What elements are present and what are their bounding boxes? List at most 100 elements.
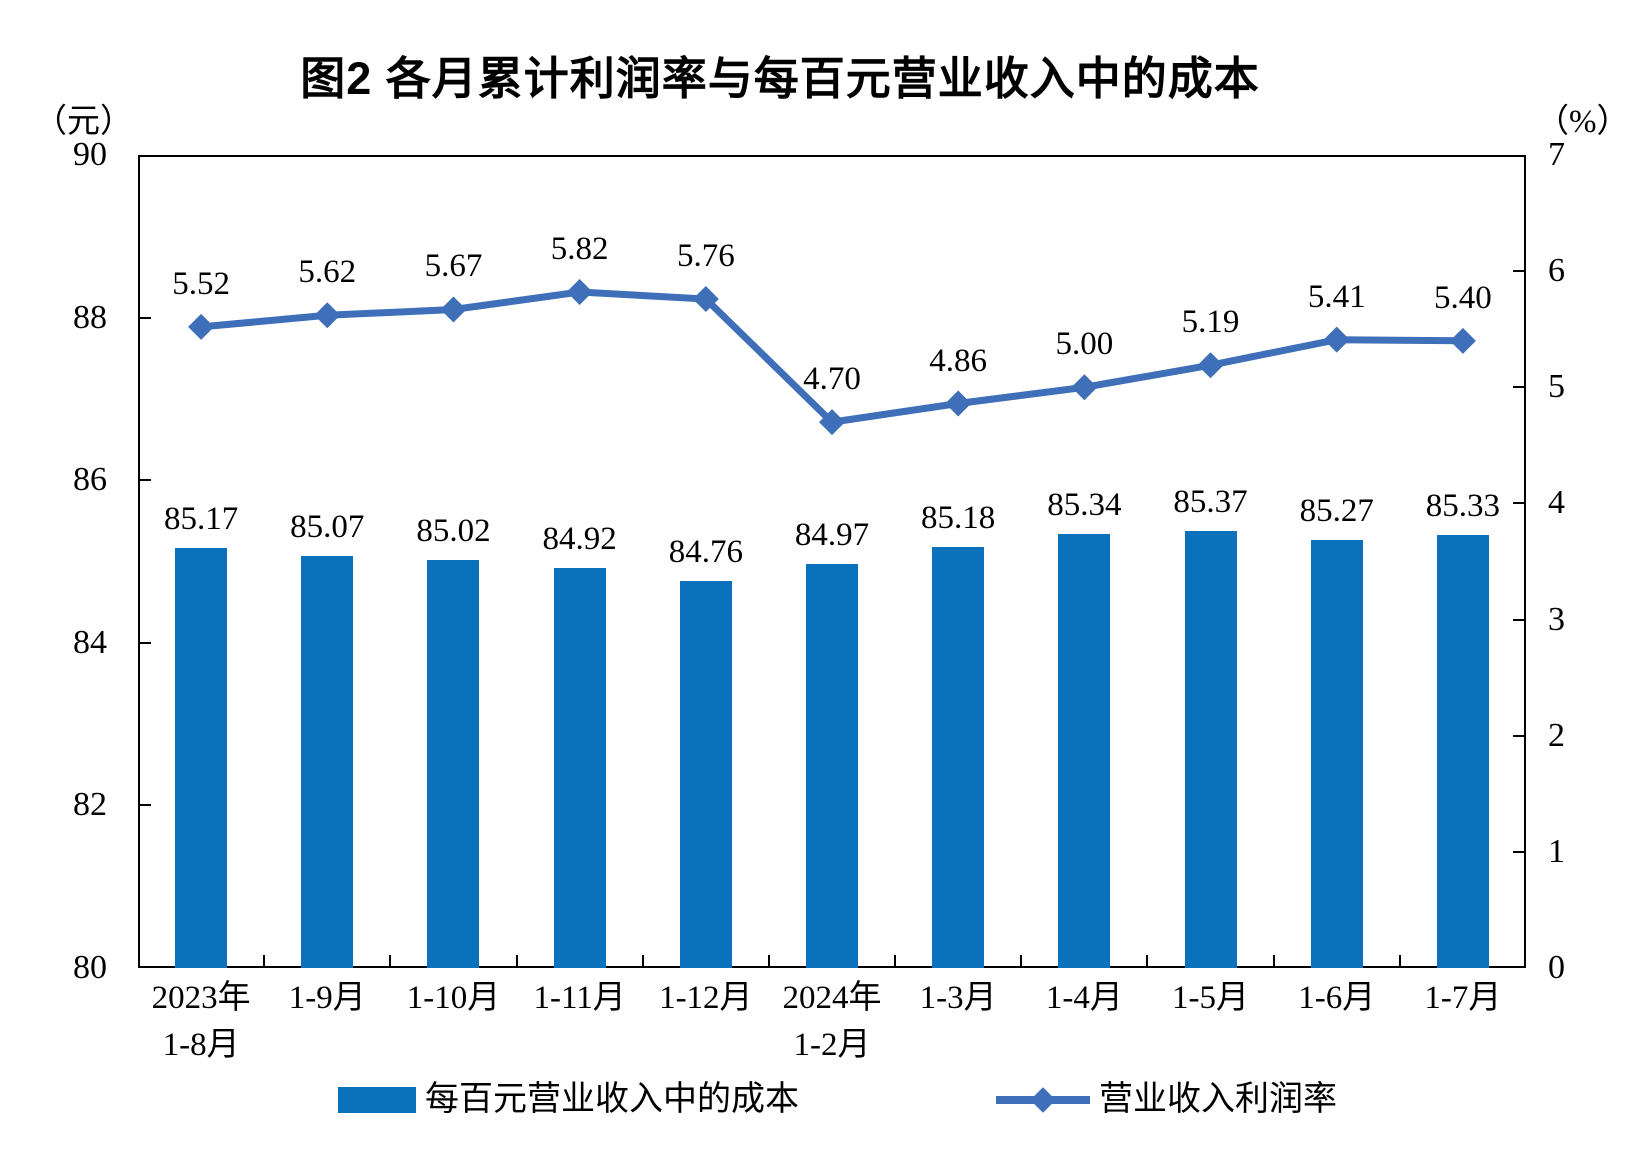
right-axis-unit: （%） [1536,104,1630,140]
bar [1436,534,1489,968]
line-value-label: 5.52 [172,265,230,302]
left-axis-tick-label: 82 [73,786,107,824]
x-axis-tick [894,955,897,968]
left-axis-tick [138,641,151,644]
x-axis-category-label: 2023年 1-8月 [151,980,251,1063]
x-axis-category-label: 1-12月 [659,980,753,1016]
right-axis-tick-label: 3 [1548,600,1565,638]
x-axis-category-label: 1-11月 [533,980,626,1016]
bar-value-label: 84.97 [794,516,870,553]
x-axis-tick [389,955,392,968]
bar [175,547,228,968]
right-axis-tick [1513,850,1526,853]
left-axis-tick [138,804,151,807]
bar-value-label: 85.33 [1425,487,1501,524]
x-axis-tick [641,955,644,968]
right-axis-tick-label: 1 [1548,832,1565,870]
x-axis-category-label: 1-7月 [1424,980,1502,1016]
line-series-layer [188,279,1476,436]
line-value-label: 5.82 [550,231,609,268]
line-swatch-icon [996,1087,1090,1113]
line-value-label: 4.86 [929,342,988,379]
legend-item-cost: 每百元营业收入中的成本 [338,1080,799,1120]
bar-value-label: 84.76 [668,534,743,570]
x-axis-tick [515,955,518,968]
bar [932,546,985,968]
bar-value-label: 84.92 [542,521,617,557]
bar-value-label: 85.17 [163,500,239,537]
x-axis-tick [1020,955,1023,968]
bar-value-label: 85.27 [1299,492,1374,529]
chart-title: 图2 各月累计利润率与每百元营业收入中的成本 [300,53,1260,104]
x-axis-category-label: 1-9月 [288,980,366,1016]
line-value-label: 5.62 [298,254,357,291]
x-axis-category-label: 1-4月 [1045,980,1123,1016]
bar-value-label: 85.18 [921,499,996,536]
left-axis-tick-label: 80 [73,949,107,986]
line-marker-diamond [1071,374,1098,401]
bar-value-label: 85.34 [1047,486,1122,523]
line-value-label: 5.00 [1055,326,1114,363]
legend-label-profit-rate: 营业收入利润率 [1099,1081,1337,1118]
bar [1058,533,1111,968]
line-marker-diamond [1197,352,1224,379]
line-value-label: 5.41 [1307,278,1366,315]
bar [1310,539,1363,968]
legend-label-cost: 每百元营业收入中的成本 [425,1081,799,1118]
bar [806,563,858,968]
line-value-label: 5.40 [1434,279,1492,316]
line-marker-diamond [566,279,593,306]
bar-swatch-icon [338,1087,416,1113]
x-axis-category-label: 1-6月 [1298,980,1376,1016]
left-axis-tick-label: 90 [73,136,107,173]
right-axis-tick [1513,270,1526,273]
right-axis-tick-label: 0 [1548,949,1565,986]
left-axis-tick [138,479,151,482]
left-axis-unit: （元） [34,104,133,140]
line-marker-diamond [819,409,845,436]
right-axis-tick-label: 7 [1548,136,1565,173]
right-axis-tick-label: 6 [1548,252,1565,290]
line-marker-diamond [1449,327,1476,354]
legend-item-profit-rate: 营业收入利润率 [996,1080,1337,1120]
line-value-label: 5.19 [1181,304,1240,341]
line-marker-diamond [1323,326,1350,353]
left-axis-tick [138,316,151,319]
x-axis-category-label: 1-5月 [1172,980,1250,1016]
line-marker-diamond [692,286,719,313]
bar-value-label: 85.37 [1173,484,1248,521]
x-axis-category-label: 1-10月 [406,980,501,1016]
left-axis-tick-label: 84 [73,623,107,661]
bar-value-label: 85.07 [290,508,365,545]
left-axis-tick-label: 86 [73,461,107,499]
bar [679,581,732,968]
left-axis-tick-label: 88 [73,298,107,336]
right-axis-tick [1513,502,1526,505]
line-value-label: 5.76 [676,238,735,275]
line-marker-diamond [314,302,341,329]
x-axis-tick [1146,955,1149,968]
x-axis-tick [767,955,770,968]
right-axis-tick-label: 5 [1548,368,1565,406]
bar-value-label: 85.02 [416,512,491,549]
line-marker-diamond [440,296,467,323]
line-marker-diamond [188,313,215,340]
right-axis-tick [1513,618,1526,621]
right-axis-tick [1513,734,1526,737]
bar [301,555,354,968]
x-axis-tick [1398,955,1401,968]
x-axis-tick [1272,955,1275,968]
line-value-label: 5.67 [424,248,483,285]
x-axis-category-label: 1-3月 [919,980,997,1016]
bar [553,568,606,968]
x-axis-tick [263,955,266,968]
right-axis-tick-label: 2 [1548,716,1565,754]
right-axis-tick [1513,386,1526,389]
line-value-label: 4.70 [803,361,861,398]
x-axis-category-label: 2024年 1-2月 [782,980,882,1063]
line-marker-diamond [945,390,972,417]
bar [1184,531,1237,968]
right-axis-tick-label: 4 [1548,484,1565,522]
bar [427,559,480,968]
